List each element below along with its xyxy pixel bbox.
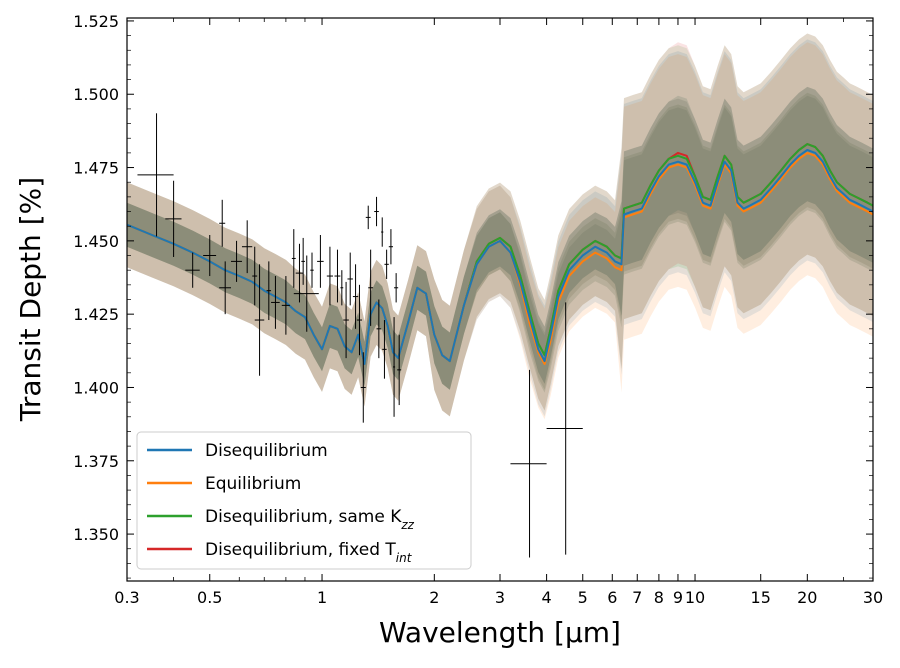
- x-tick-label-1: 0.3: [114, 588, 139, 607]
- band-outer-4: [127, 33, 873, 417]
- observation-point-15: [295, 243, 304, 303]
- x-axis-label: Wavelength [μm]: [379, 616, 621, 649]
- observation-point-24: [347, 252, 353, 306]
- legend-subscript-4: int: [396, 551, 413, 565]
- axis-ticks: 0.3 0.5 1 2 3 4 5 6 7 8 9 10 15 20 30 1.350 1.375 1.400 1.…: [73, 12, 883, 607]
- observation-point-2: [165, 180, 182, 257]
- x-tick-label-10: 8: [654, 588, 664, 607]
- observation-point-21: [334, 249, 341, 303]
- observation-point-26: [356, 284, 363, 356]
- observation-point-3: [185, 252, 200, 288]
- observation-point-4: [203, 234, 217, 277]
- x-tick-label-11: 9: [673, 588, 683, 607]
- observation-point-12: [271, 276, 280, 329]
- y-tick-label-4: 1.425: [73, 305, 119, 324]
- x-tick-label-7: 5: [578, 588, 588, 607]
- observation-point-13: [281, 276, 290, 335]
- legend: DisequilibriumEquilibriumDisequilibrium,…: [136, 431, 472, 570]
- observations: [137, 113, 583, 558]
- band-outer-2: [127, 42, 873, 420]
- y-axis-label: Transit Depth [%]: [14, 177, 47, 422]
- y-tick-label-5: 1.450: [73, 232, 119, 251]
- x-tick-label-15: 30: [863, 588, 883, 607]
- band-outer-3: [127, 33, 873, 417]
- observation-point-7: [230, 240, 242, 282]
- observation-point-22: [340, 270, 344, 306]
- observation-point-17: [293, 255, 319, 332]
- y-tick-label-3: 1.400: [73, 378, 119, 397]
- y-tick-label-7: 1.500: [73, 85, 119, 104]
- observation-point-19: [317, 234, 324, 288]
- observation-point-16: [301, 237, 305, 285]
- y-tick-label-8: 1.525: [73, 12, 119, 31]
- observation-point-14: [291, 229, 296, 288]
- x-tick-label-13: 15: [751, 588, 771, 607]
- x-tick-label-6: 4: [542, 588, 552, 607]
- x-tick-label-4: 2: [429, 588, 439, 607]
- observation-point-35: [388, 229, 394, 265]
- legend-entry-1: Disequilibrium: [147, 441, 328, 461]
- legend-label-2: Equilibrium: [205, 474, 301, 494]
- observation-point-9: [252, 246, 258, 306]
- observation-point-11: [266, 261, 272, 321]
- observation-point-20: [326, 246, 333, 306]
- observation-point-32: [381, 217, 384, 247]
- observation-point-31: [376, 299, 382, 359]
- observation-point-29: [368, 249, 374, 326]
- observation-point-37: [394, 273, 399, 303]
- x-tick-label-9: 7: [632, 588, 642, 607]
- legend-box: [136, 431, 472, 570]
- observation-point-1: [137, 113, 174, 237]
- observation-point-23: [343, 281, 349, 359]
- x-tick-label-8: 6: [607, 588, 617, 607]
- x-tick-label-3: 1: [317, 588, 327, 607]
- observation-point-18: [310, 252, 314, 288]
- observation-point-25: [352, 264, 359, 329]
- x-tick-label-5: 3: [495, 588, 505, 607]
- legend-entry-2: Equilibrium: [147, 474, 301, 494]
- observation-point-28: [365, 205, 371, 230]
- x-tick-label-2: 0.5: [197, 588, 222, 607]
- observation-point-5: [219, 199, 226, 247]
- observation-point-33: [382, 320, 387, 379]
- x-tick-label-14: 20: [797, 588, 817, 607]
- observation-point-36: [393, 317, 396, 417]
- observation-point-34: [384, 249, 389, 279]
- x-tick-label-12: 10: [685, 588, 705, 607]
- series-line-1: [127, 149, 873, 365]
- observation-point-10: [254, 264, 265, 376]
- legend-label-1: Disequilibrium: [205, 441, 328, 461]
- observation-point-40: [546, 302, 583, 555]
- observation-point-6: [219, 261, 231, 315]
- legend-subscript-3: zz: [400, 518, 414, 532]
- observation-point-30: [374, 196, 379, 227]
- model-lines: [127, 143, 873, 365]
- observation-point-39: [510, 369, 547, 558]
- y-tick-label-1: 1.350: [73, 525, 119, 544]
- observation-point-27: [360, 352, 366, 423]
- band-inner-2: [127, 95, 873, 393]
- y-tick-label-6: 1.475: [73, 159, 119, 178]
- observation-point-38: [397, 334, 402, 406]
- y-tick-label-2: 1.375: [73, 452, 119, 471]
- band-outer-1: [127, 39, 873, 417]
- observation-point-8: [241, 220, 253, 274]
